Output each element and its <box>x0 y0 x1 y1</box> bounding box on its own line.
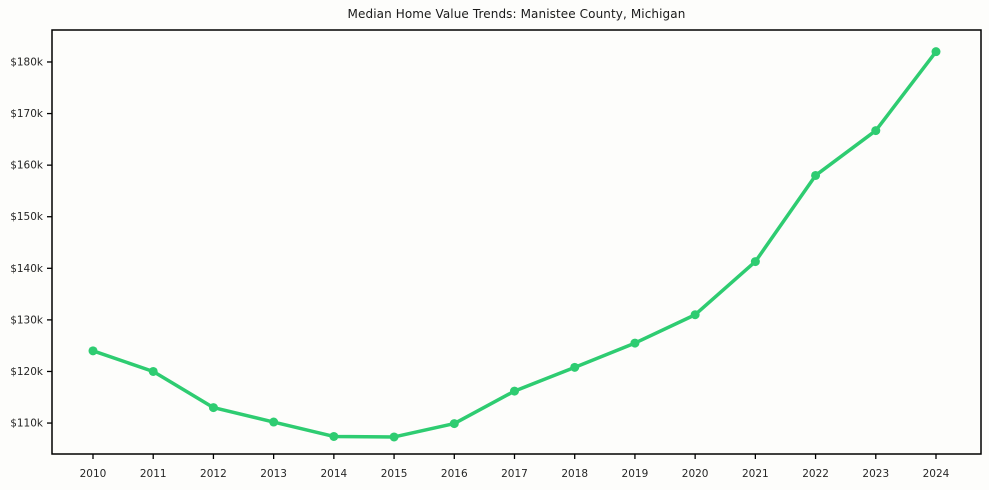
data-point-marker <box>690 310 700 320</box>
data-point-marker <box>148 366 158 376</box>
data-point-marker <box>750 257 760 267</box>
y-tick-label: $140k <box>10 263 44 275</box>
y-tick-label: $130k <box>10 314 44 326</box>
data-point-marker <box>269 417 279 427</box>
data-point-marker <box>931 47 941 57</box>
x-tick-label: 2013 <box>260 468 287 480</box>
data-point-marker <box>630 338 640 348</box>
x-tick-label: 2010 <box>80 468 107 480</box>
x-tick-label: 2015 <box>381 468 408 480</box>
x-tick-label: 2023 <box>862 468 889 480</box>
y-tick-label: $180k <box>10 56 44 68</box>
data-point-marker <box>510 386 519 396</box>
x-tick-label: 2014 <box>320 468 347 480</box>
data-point-marker <box>88 346 98 356</box>
series-line <box>91 49 938 439</box>
x-tick-label: 2016 <box>441 468 468 480</box>
data-point-marker <box>389 432 399 442</box>
data-point-marker <box>449 419 459 429</box>
x-tick-label: 2024 <box>923 468 950 480</box>
data-point-marker <box>570 362 580 372</box>
data-point-marker <box>871 126 881 136</box>
y-tick-label: $120k <box>10 366 44 378</box>
x-tick-label: 2020 <box>682 468 709 480</box>
plot-frame <box>51 29 982 455</box>
x-tick-label: 2017 <box>501 468 528 480</box>
x-tick-label: 2021 <box>742 468 769 480</box>
x-tick-label: 2018 <box>561 468 588 480</box>
y-tick-label: $150k <box>10 211 44 223</box>
x-tick-label: 2011 <box>140 468 167 480</box>
y-tick-label: $170k <box>10 108 44 120</box>
data-point-marker <box>329 431 339 441</box>
x-tick-label: 2012 <box>200 468 227 480</box>
x-tick-label: 2022 <box>802 468 829 480</box>
data-point-marker <box>208 403 218 413</box>
y-tick-label: $110k <box>10 418 44 430</box>
data-point-marker <box>811 170 821 180</box>
y-tick-label: $160k <box>10 160 44 172</box>
chart-title: Median Home Value Trends: Manistee Count… <box>347 7 686 21</box>
x-tick-label: 2019 <box>622 468 649 480</box>
